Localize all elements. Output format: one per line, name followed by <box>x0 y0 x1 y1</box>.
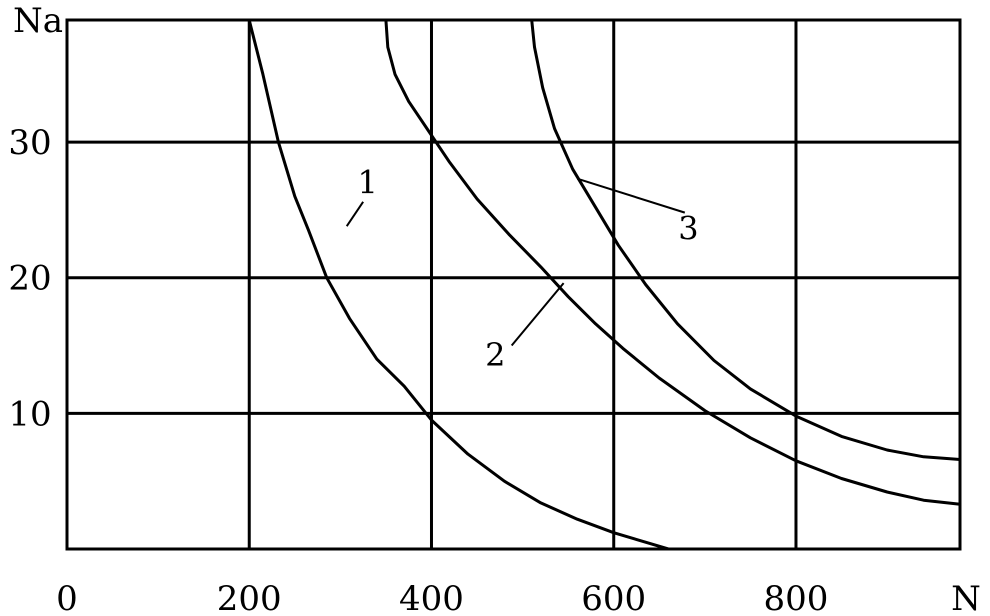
plot-frame <box>65 18 962 551</box>
x-tick-label: 400 <box>399 579 464 616</box>
y-axis-label: Na <box>13 1 63 41</box>
curve-label-3: 3 <box>678 210 698 248</box>
curve-label-1: 1 <box>358 164 378 202</box>
curve-2 <box>384 19 961 506</box>
leader-line-1 <box>345 201 364 227</box>
y-tick-label: 20 <box>8 259 51 299</box>
curve-1 <box>247 19 669 551</box>
x-axis-label: N <box>951 579 981 616</box>
grid <box>67 18 962 549</box>
y-tick-labels: 10 20 30 <box>8 123 51 434</box>
curve-labels: 1 2 3 <box>358 164 699 374</box>
y-tick-label: 30 <box>8 123 51 163</box>
curves <box>247 19 961 551</box>
leader-line-2 <box>510 282 565 347</box>
leader-line-3 <box>576 177 686 214</box>
leader-lines <box>345 177 686 347</box>
curve-3 <box>530 19 961 461</box>
x-tick-label: 200 <box>217 579 282 616</box>
y-tick-label: 10 <box>8 394 51 434</box>
x-tick-label: 800 <box>764 579 829 616</box>
x-tick-label: 0 <box>56 579 78 616</box>
curve-label-2: 2 <box>485 336 505 374</box>
x-tick-labels: 0 200 400 600 800 <box>56 579 828 616</box>
x-tick-label: 600 <box>581 579 646 616</box>
